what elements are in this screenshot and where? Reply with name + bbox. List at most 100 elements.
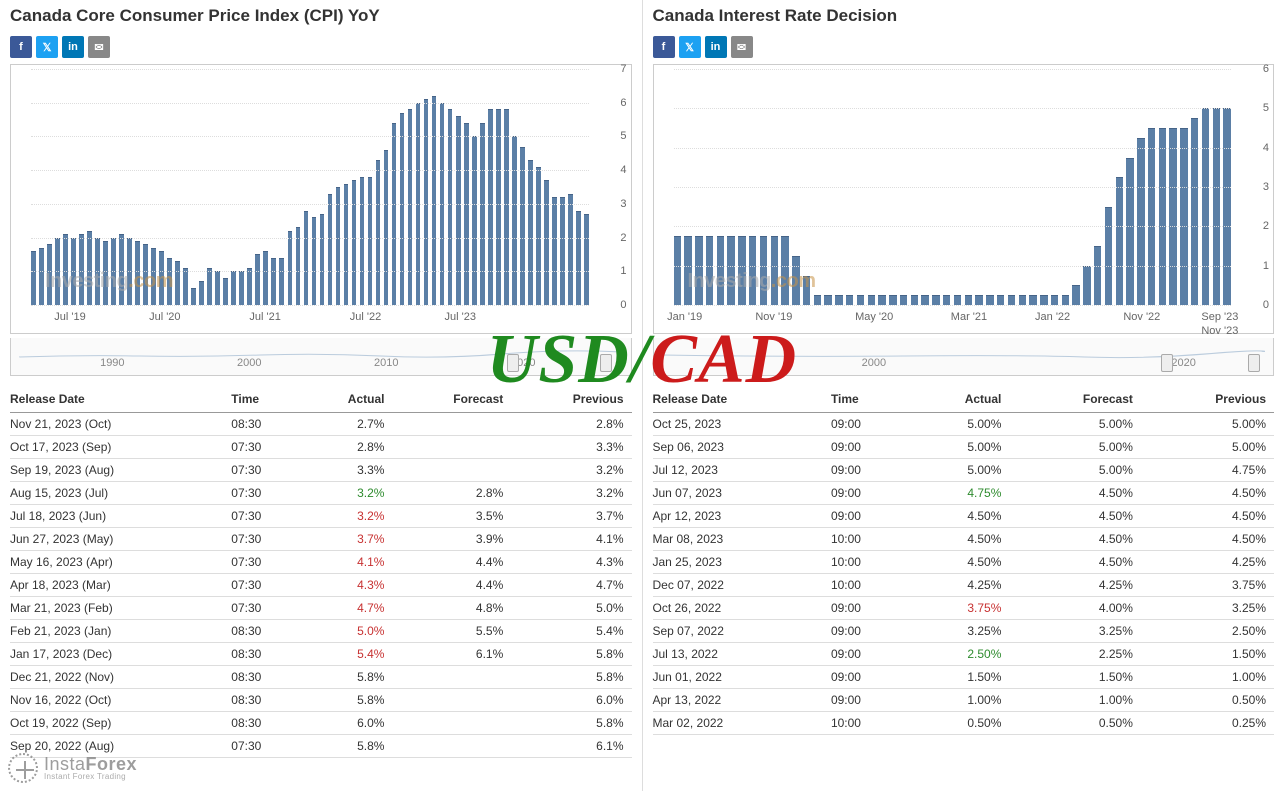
left-x-axis: Jul '19Jul '20Jul '21Jul '22Jul '23 xyxy=(31,311,589,327)
range-handle-right[interactable] xyxy=(1248,354,1260,372)
social-row-left: f 𝕏 in ✉ xyxy=(10,36,632,58)
column-header: Time xyxy=(831,386,908,413)
bar xyxy=(223,278,228,305)
facebook-icon[interactable]: f xyxy=(10,36,32,58)
bar xyxy=(328,194,333,305)
bar xyxy=(103,241,108,305)
left-y-axis: 01234567 xyxy=(593,69,627,305)
bar xyxy=(215,271,220,305)
range-handle-right[interactable] xyxy=(600,354,612,372)
bar xyxy=(456,116,461,305)
table-row: Sep 20, 2022 (Aug)07:305.8%6.1% xyxy=(10,735,632,758)
bar xyxy=(717,236,724,305)
range-handle-left[interactable] xyxy=(1161,354,1173,372)
bar xyxy=(207,268,212,305)
table-row: Jan 17, 2023 (Dec)08:305.4%6.1%5.8% xyxy=(10,643,632,666)
bar xyxy=(900,295,907,305)
bar xyxy=(231,271,236,305)
bar xyxy=(135,241,140,305)
bar xyxy=(835,295,842,305)
bar xyxy=(857,295,864,305)
range-handle-left[interactable] xyxy=(507,354,519,372)
table-row: Jul 13, 202209:002.50%2.25%1.50% xyxy=(653,643,1275,666)
right-y-axis: 0123456 xyxy=(1235,69,1269,305)
bar xyxy=(1083,266,1090,305)
bar xyxy=(496,109,501,305)
bar xyxy=(312,217,317,305)
bar xyxy=(584,214,589,305)
bar xyxy=(986,295,993,305)
bar xyxy=(1116,177,1123,305)
bar xyxy=(738,236,745,305)
table-row: Mar 08, 202310:004.50%4.50%4.50% xyxy=(653,528,1275,551)
bar xyxy=(512,136,517,305)
twitter-icon[interactable]: 𝕏 xyxy=(679,36,701,58)
table-row: May 16, 2023 (Apr)07:304.1%4.4%4.3% xyxy=(10,551,632,574)
bar xyxy=(151,248,156,305)
table-row: Nov 21, 2023 (Oct)08:302.7%2.8% xyxy=(10,413,632,436)
bar xyxy=(143,244,148,305)
bar xyxy=(695,236,702,305)
bar xyxy=(1169,128,1176,305)
column-header: Previous xyxy=(1141,386,1274,413)
right-range-nav[interactable]: 20002020 xyxy=(653,338,1275,376)
bar xyxy=(921,295,928,305)
bar xyxy=(472,136,477,305)
table-row: Sep 06, 202309:005.00%5.00%5.00% xyxy=(653,436,1275,459)
table-row: Jan 25, 202310:004.50%4.50%4.25% xyxy=(653,551,1275,574)
table-row: Jun 07, 202309:004.75%4.50%4.50% xyxy=(653,482,1275,505)
bar xyxy=(1072,285,1079,305)
bar xyxy=(1137,138,1144,305)
table-row: Oct 25, 202309:005.00%5.00%5.00% xyxy=(653,413,1275,436)
bar xyxy=(792,256,799,305)
bar xyxy=(31,251,36,305)
column-header: Release Date xyxy=(10,386,231,413)
bar xyxy=(199,281,204,305)
column-header: Previous xyxy=(511,386,631,413)
linkedin-icon[interactable]: in xyxy=(705,36,727,58)
bar xyxy=(749,236,756,305)
bar xyxy=(79,234,84,305)
bar xyxy=(288,231,293,305)
bar xyxy=(965,295,972,305)
table-row: Apr 18, 2023 (Mar)07:304.3%4.4%4.7% xyxy=(10,574,632,597)
left-range-nav[interactable]: 1990200020102020 xyxy=(10,338,632,376)
bar xyxy=(576,211,581,305)
bar xyxy=(1008,295,1015,305)
column-header: Time xyxy=(231,386,301,413)
table-row: Apr 13, 202209:001.00%1.00%0.50% xyxy=(653,689,1275,712)
email-icon[interactable]: ✉ xyxy=(88,36,110,58)
table-row: Jun 01, 202209:001.50%1.50%1.00% xyxy=(653,666,1275,689)
bar xyxy=(1202,108,1209,305)
facebook-icon[interactable]: f xyxy=(653,36,675,58)
bar xyxy=(296,227,301,305)
bar xyxy=(1213,108,1220,305)
table-row: Sep 19, 2023 (Aug)07:303.3%3.2% xyxy=(10,459,632,482)
bar xyxy=(175,261,180,305)
column-header: Actual xyxy=(908,386,1009,413)
column-header: Forecast xyxy=(1009,386,1141,413)
bar xyxy=(464,123,469,305)
bar xyxy=(1159,128,1166,305)
bar xyxy=(424,99,429,305)
twitter-icon[interactable]: 𝕏 xyxy=(36,36,58,58)
bar xyxy=(47,244,52,305)
bar xyxy=(1051,295,1058,305)
left-title: Canada Core Consumer Price Index (CPI) Y… xyxy=(10,6,632,26)
bar xyxy=(1105,207,1112,305)
bar xyxy=(87,231,92,305)
email-icon[interactable]: ✉ xyxy=(731,36,753,58)
bar xyxy=(159,251,164,305)
bar xyxy=(975,295,982,305)
right-data-table: Release DateTimeActualForecastPreviousOc… xyxy=(653,386,1275,735)
bar xyxy=(846,295,853,305)
bar xyxy=(1094,246,1101,305)
table-row: Feb 21, 2023 (Jan)08:305.0%5.5%5.4% xyxy=(10,620,632,643)
bar xyxy=(889,295,896,305)
bar xyxy=(279,258,284,305)
bar xyxy=(911,295,918,305)
column-header: Release Date xyxy=(653,386,831,413)
linkedin-icon[interactable]: in xyxy=(62,36,84,58)
table-row: Mar 21, 2023 (Feb)07:304.7%4.8%5.0% xyxy=(10,597,632,620)
bar xyxy=(771,236,778,305)
